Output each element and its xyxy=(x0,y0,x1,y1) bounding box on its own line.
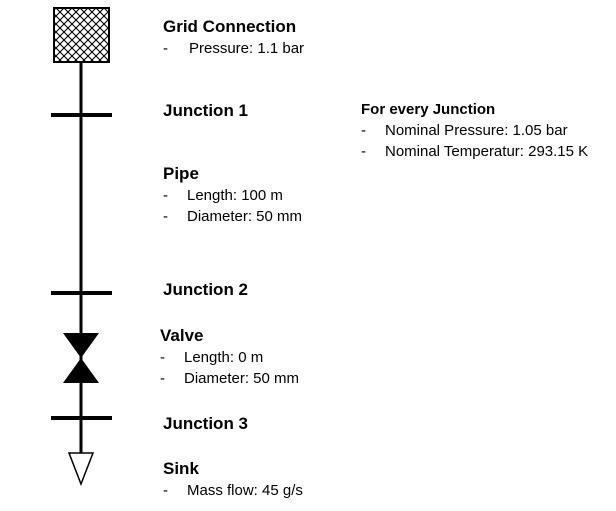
grid-connection-title: Grid Connection xyxy=(163,17,297,36)
list-dash: - xyxy=(163,187,168,204)
nominal-pressure-text: Nominal Pressure: 1.05 bar xyxy=(385,122,568,139)
valve-icon-lower xyxy=(63,358,99,383)
junction-2-label: Junction 2 xyxy=(163,280,249,299)
junction-info-item: - Nominal Pressure: 1.05 bar xyxy=(361,120,588,141)
pipe-item: - Diameter: 50 mm xyxy=(163,206,302,227)
pipe-diameter-text: Diameter: 50 mm xyxy=(187,208,303,225)
valve-item: - Diameter: 50 mm xyxy=(160,368,299,389)
pipe-label: Pipe - Length: 100 m - Diameter: 50 mm xyxy=(163,163,302,227)
grid-connection-icon xyxy=(53,7,110,63)
sink-mass-flow-text: Mass flow: 45 g/s xyxy=(187,482,303,499)
pipe-title: Pipe xyxy=(163,164,199,183)
valve-title: Valve xyxy=(160,326,204,345)
sink-icon xyxy=(67,452,95,487)
valve-diameter-text: Diameter: 50 mm xyxy=(184,370,300,387)
junction-info-title: For every Junction xyxy=(361,101,496,118)
junction-3-label: Junction 3 xyxy=(163,414,249,433)
junction-info-label: For every Junction - Nominal Pressure: 1.… xyxy=(361,100,588,162)
sink-item: - Mass flow: 45 g/s xyxy=(163,480,303,501)
nominal-temperature-text: Nominal Temperatur: 293.15 K xyxy=(385,143,589,160)
pipe-item: - Length: 100 m xyxy=(163,185,302,206)
grid-connection-label: Grid Connection - Pressure: 1.1 bar xyxy=(163,16,304,59)
list-dash: - xyxy=(160,370,165,387)
valve-length-text: Length: 0 m xyxy=(184,349,264,366)
valve-label: Valve - Length: 0 m - Diameter: 50 mm xyxy=(160,325,299,389)
list-dash: - xyxy=(361,122,366,139)
list-dash: - xyxy=(163,208,168,225)
list-dash: - xyxy=(361,143,366,160)
sink-label: Sink - Mass flow: 45 g/s xyxy=(163,458,303,501)
sink-title: Sink xyxy=(163,459,199,478)
list-dash: - xyxy=(160,349,165,366)
valve-icon xyxy=(63,333,99,358)
pipe-length-text: Length: 100 m xyxy=(187,187,283,204)
grid-pressure-text: Pressure: 1.1 bar xyxy=(189,40,305,57)
valve-item: - Length: 0 m xyxy=(160,347,299,368)
list-dash: - xyxy=(163,482,168,499)
junction-info-item: - Nominal Temperatur: 293.15 K xyxy=(361,141,588,162)
grid-connection-item: - Pressure: 1.1 bar xyxy=(163,38,304,59)
junction-1-label: Junction 1 xyxy=(163,101,249,120)
list-dash: - xyxy=(163,40,168,57)
